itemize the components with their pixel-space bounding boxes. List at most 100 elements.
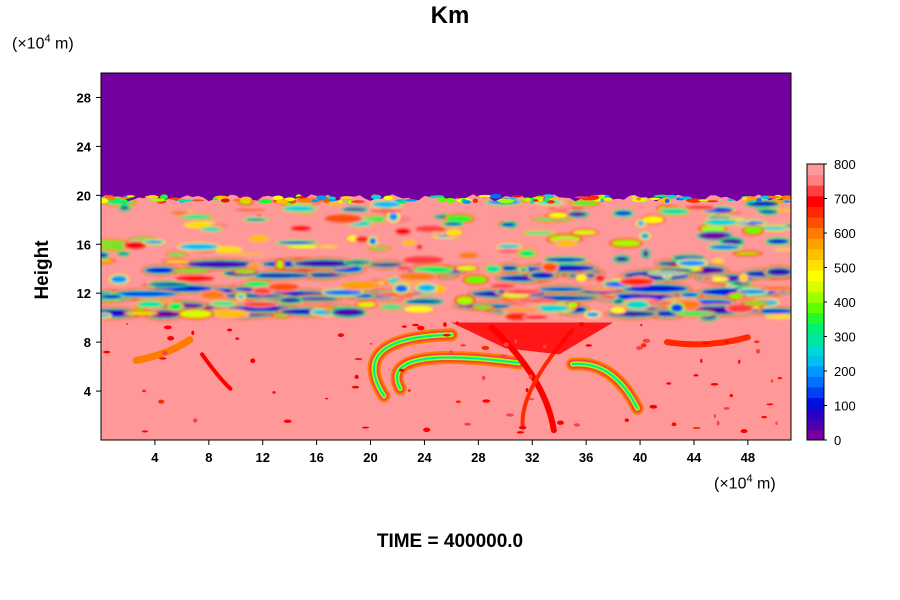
band-speck — [641, 233, 650, 239]
band-speck — [415, 225, 444, 233]
band-speck — [377, 292, 419, 296]
band-speck — [548, 212, 568, 218]
band-speck — [343, 207, 367, 212]
band-blob-core — [766, 268, 791, 276]
band-speck — [253, 287, 272, 294]
left-streak — [200, 352, 233, 391]
fringe-speck — [126, 195, 135, 198]
colorbar-cell — [807, 312, 824, 324]
y-axis-unit: (×104 m) — [12, 33, 74, 53]
band-speck — [570, 200, 598, 206]
lower-speck — [401, 325, 407, 328]
lower-speck — [369, 342, 373, 345]
y-tick-label: 8 — [84, 335, 91, 350]
band-blob-core — [218, 294, 283, 298]
band-speck — [286, 245, 323, 249]
fringe-speck — [749, 200, 756, 203]
band-speck — [614, 210, 633, 216]
lower-speck — [700, 358, 703, 363]
x-axis-unit: (×104 m) — [714, 473, 776, 493]
band-blob-core — [186, 260, 254, 268]
band-speck — [282, 205, 317, 212]
fringe-speck — [477, 194, 494, 198]
fringe-speck — [462, 200, 472, 204]
fringe-speck — [403, 199, 417, 202]
band-speck — [485, 265, 501, 273]
band-blob-core — [500, 265, 518, 271]
band-speck — [611, 240, 641, 247]
y-tick-label: 4 — [84, 384, 92, 399]
colorbar-cell — [807, 238, 824, 250]
y-tick-label: 16 — [77, 237, 91, 252]
lower-speck — [141, 430, 149, 433]
lower-speck — [573, 423, 581, 427]
lower-speck — [640, 323, 643, 327]
fringe-speck — [780, 195, 791, 200]
fringe-speck — [511, 194, 522, 198]
lower-speck — [167, 336, 175, 341]
band-speck — [173, 269, 210, 273]
fringe-speck — [212, 197, 218, 201]
band-speck — [620, 278, 654, 286]
band-speck — [505, 289, 541, 294]
colorbar-cell — [807, 227, 824, 239]
fringe-speck — [316, 195, 327, 201]
lower-speck — [250, 358, 256, 364]
x-tick-label: 4 — [151, 450, 159, 465]
band-speck — [625, 300, 649, 309]
band-speck — [101, 240, 126, 244]
band-speck — [767, 238, 789, 244]
colorbar-cell — [807, 195, 824, 207]
band-speck — [245, 218, 267, 221]
band-speck — [443, 222, 463, 226]
lower-speck — [729, 393, 734, 398]
lower-speck — [766, 403, 774, 406]
lower-speck — [770, 379, 774, 383]
lower-speck — [777, 377, 783, 380]
band-speck — [276, 260, 284, 269]
band-speck — [771, 248, 791, 251]
lower-speck — [506, 413, 514, 417]
colorbar-tick-label: 800 — [834, 157, 856, 172]
lower-speck — [482, 399, 491, 403]
band-speck — [445, 228, 463, 236]
band-speck — [445, 215, 473, 223]
x-tick-label: 36 — [579, 450, 593, 465]
turbulent-band — [101, 196, 791, 323]
colorbar-tick-label: 500 — [834, 261, 856, 276]
band-speck — [721, 238, 743, 245]
colorbar-tick-label: 600 — [834, 226, 856, 241]
fringe-speck — [774, 200, 786, 203]
fringe-speck — [240, 196, 252, 202]
band-speck — [586, 287, 619, 291]
y-unit-prefix: (×10 — [12, 35, 45, 53]
band-speck — [676, 311, 715, 317]
x-tick-label: 44 — [687, 450, 702, 465]
fringe-speck — [636, 197, 641, 201]
band-speck — [170, 211, 188, 215]
band-speck — [554, 239, 577, 247]
fringe-speck — [350, 200, 366, 204]
lower-speck — [738, 359, 741, 364]
lower-speck — [411, 323, 420, 327]
band-speck — [396, 266, 412, 270]
x-tick-label: 16 — [309, 450, 323, 465]
band-speck — [490, 283, 516, 289]
lower-speck — [443, 322, 447, 327]
lower-speck — [272, 391, 276, 394]
lower-speck — [164, 325, 172, 330]
fringe-speck — [323, 198, 330, 203]
fringe-speck — [542, 194, 555, 199]
band-speck — [324, 214, 362, 223]
band-speck — [734, 252, 760, 255]
lower-speck — [449, 350, 453, 355]
x-tick-label: 8 — [205, 450, 212, 465]
band-speck — [272, 314, 290, 317]
band-speck — [613, 299, 623, 304]
band-speck — [501, 222, 516, 227]
lower-speck — [713, 413, 716, 418]
band-speck — [179, 309, 212, 318]
band-speck — [738, 289, 767, 295]
band-speck — [456, 265, 477, 271]
fringe-speck — [338, 199, 343, 204]
